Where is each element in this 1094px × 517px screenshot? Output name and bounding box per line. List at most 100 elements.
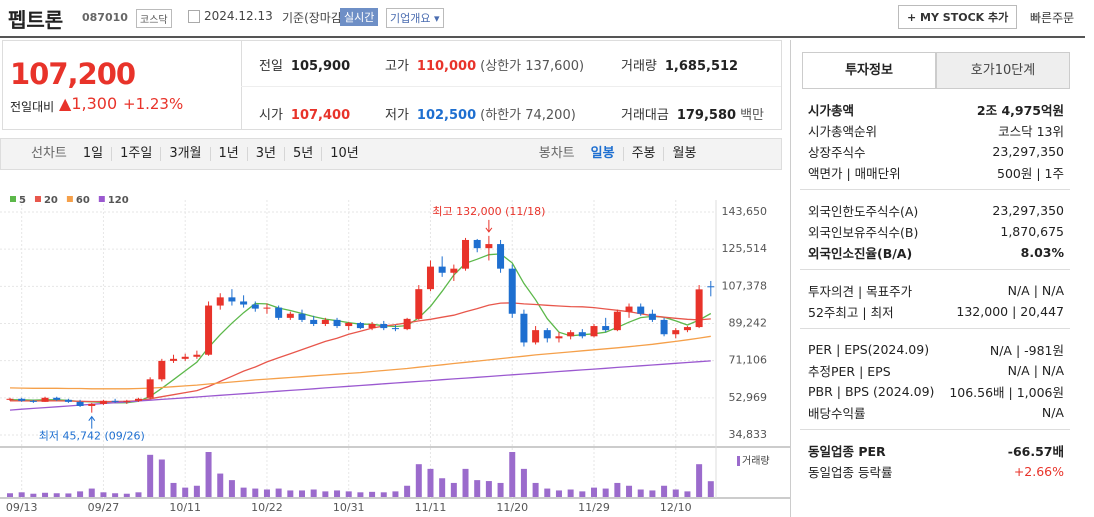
volume-bar: [77, 491, 84, 497]
volume-bar: [228, 480, 235, 497]
legend-label: 120: [108, 195, 129, 206]
change-value: 1,300: [71, 94, 118, 113]
volume-bar: [661, 485, 668, 497]
candle-body: [251, 304, 259, 309]
candle-body: [672, 330, 680, 335]
info-label: PBR | BPS (2024.09): [808, 384, 935, 399]
info-row: PBR | BPS (2024.09) 106.56배 | 1,006원: [808, 381, 1064, 402]
period-tab[interactable]: 10년: [321, 147, 367, 161]
period-tab[interactable]: 3년: [246, 147, 284, 161]
info-value: 23,297,350: [992, 203, 1064, 218]
candle-tab[interactable]: 일봉: [590, 146, 615, 161]
volume-bar: [520, 468, 527, 497]
info-value: 2조 4,975억원: [976, 103, 1064, 118]
period-tab[interactable]: 1년: [209, 147, 247, 161]
candle-tab[interactable]: 월봉: [663, 147, 704, 161]
volume-bar: [626, 485, 633, 497]
info-row: 외국인한도주식수(A) 23,297,350: [808, 200, 1064, 221]
x-tick-label: 10/11: [169, 501, 201, 514]
section-rule: [800, 269, 1070, 270]
volume-bar: [380, 492, 387, 497]
info-value: 1,870,675: [1000, 224, 1064, 239]
x-tick-label: 10/22: [251, 501, 283, 514]
quick-order[interactable]: 빠른주문: [1030, 11, 1075, 25]
volume-bar: [707, 481, 714, 497]
info-label: 52주최고 | 최저: [808, 305, 894, 320]
volume-bar: [182, 487, 189, 497]
candle-body: [602, 326, 610, 331]
stat-note: (상한가 137,600): [480, 59, 585, 74]
volume-bar: [485, 481, 492, 497]
info-row: 투자의견 | 목표주가 N/A | N/A: [808, 280, 1064, 301]
volume-bar: [42, 492, 49, 497]
y-tick-label: 89,242: [729, 316, 768, 329]
candle-body: [6, 398, 14, 400]
info-label: 상장주식수: [808, 145, 866, 160]
stock-code: 087010: [82, 11, 128, 24]
candle-body: [485, 244, 493, 249]
legend-swatch: [98, 196, 105, 202]
candle-body: [543, 330, 551, 339]
company-info[interactable]: 기업개요 ▾: [386, 8, 444, 28]
volume-bar: [672, 489, 679, 497]
info-label: 배당수익률: [808, 406, 866, 421]
volume-bar: [696, 464, 703, 497]
candle-tab[interactable]: 주봉: [622, 147, 664, 161]
period-tab[interactable]: 5년: [284, 147, 321, 161]
annotation: 최저 45,742 (09/26): [39, 430, 145, 443]
side-tab[interactable]: 호가10단계: [936, 52, 1070, 89]
annotation-arrowhead: [485, 227, 493, 233]
info-label: 추정PER | EPS: [808, 364, 891, 379]
info-row: 시가총액 2조 4,975억원: [808, 99, 1064, 120]
candle-body: [707, 286, 715, 288]
volume-bar: [123, 493, 130, 497]
candle-body: [64, 399, 72, 402]
candle-body: [53, 397, 61, 400]
realtime-badge: 실시간: [340, 8, 379, 26]
legend-swatch: [66, 196, 73, 202]
info-label: 동일업종 PER: [808, 444, 886, 459]
my-stock-button[interactable]: + MY STOCK 추가: [898, 5, 1018, 29]
panel-border: [790, 40, 791, 517]
stat-note: (하한가 74,200): [480, 108, 576, 123]
candle-body: [391, 328, 399, 330]
volume-bar: [30, 493, 37, 497]
info-value: 8.03%: [1020, 245, 1064, 260]
volume-bar: [637, 489, 644, 497]
stat-note: 백만: [740, 108, 764, 123]
candle-body: [298, 313, 306, 320]
volume-bar: [427, 468, 434, 497]
side-tab[interactable]: 투자정보: [802, 52, 936, 89]
candle-body: [497, 244, 505, 269]
info-value: N/A | -981원: [989, 343, 1064, 358]
period-tab[interactable]: 1일: [82, 146, 104, 161]
header-rule: [0, 36, 1085, 38]
stock-name: 펩트론: [8, 8, 64, 32]
info-row: 배당수익률 N/A: [808, 402, 1064, 423]
volume-bar: [684, 491, 691, 497]
section-rule: [800, 189, 1070, 190]
volume-bar: [217, 473, 224, 497]
change: ▲1,300: [59, 94, 118, 113]
period-tab[interactable]: 1주일: [111, 147, 160, 161]
volume-bar: [322, 491, 329, 497]
period-tab[interactable]: 3개월: [160, 147, 209, 161]
basis: 기준(장마감): [282, 11, 347, 25]
candle-body: [532, 330, 540, 343]
info-row: 외국인소진율(B/A) 8.03%: [808, 242, 1064, 263]
info-label: 투자의견 | 목표주가: [808, 284, 913, 299]
info-value: N/A | N/A: [1007, 283, 1064, 298]
volume-bar: [53, 493, 60, 497]
stat: 고가 110,000 (상한가 137,600): [385, 55, 584, 74]
candle-body: [29, 400, 37, 402]
volume-bar: [567, 489, 574, 497]
legend-label: 20: [44, 195, 58, 206]
volume-bar: [345, 491, 352, 497]
candle-body: [415, 289, 423, 319]
volume-bar: [357, 492, 364, 497]
y-tick-label: 125,514: [722, 242, 768, 255]
volume-bar: [100, 492, 107, 497]
volume-bar: [252, 488, 259, 497]
stat: 시가 107,400: [259, 104, 350, 123]
info-value: -66.57배: [1007, 444, 1064, 459]
